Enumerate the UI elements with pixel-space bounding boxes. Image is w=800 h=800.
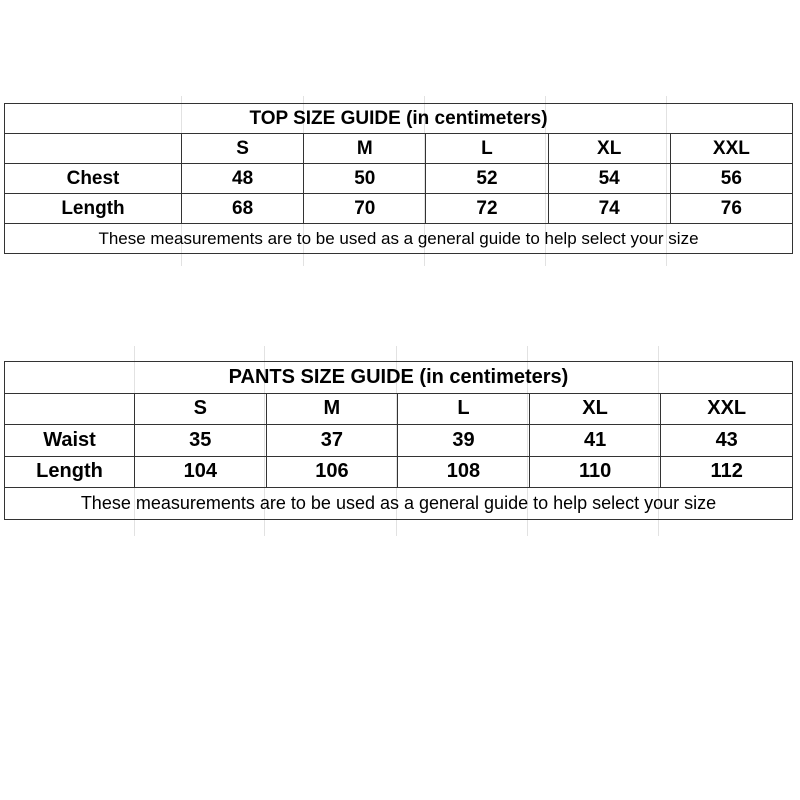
cell: 76 — [669, 193, 794, 224]
table-row: Length 104 106 108 110 112 — [4, 455, 793, 488]
table-note: These measurements are to be used as a g… — [4, 487, 793, 520]
cell: 72 — [425, 193, 549, 224]
size-header: L — [397, 392, 530, 425]
size-header: S — [180, 133, 305, 164]
table-title: PANTS SIZE GUIDE (in centimeters) — [4, 361, 793, 394]
cell: 43 — [660, 424, 793, 457]
row-label: Length — [4, 455, 135, 488]
pants-size-guide-table: PANTS SIZE GUIDE (in centimeters) S M L … — [4, 361, 793, 520]
table-note: These measurements are to be used as a g… — [4, 223, 793, 254]
header-row: S M L XL XXL — [4, 133, 794, 164]
cell: 104 — [134, 455, 267, 488]
size-header: M — [303, 133, 427, 164]
top-size-guide-table: TOP SIZE GUIDE (in centimeters) S M L XL… — [4, 103, 794, 254]
cell: 52 — [425, 163, 549, 194]
size-header: XXL — [660, 392, 793, 425]
cell: 39 — [397, 424, 530, 457]
size-header: L — [425, 133, 549, 164]
empty-cell — [4, 392, 135, 425]
cell: 41 — [528, 424, 662, 457]
table-row: Chest 48 50 52 54 56 — [4, 163, 794, 194]
cell: 54 — [547, 163, 671, 194]
cell: 37 — [265, 424, 399, 457]
empty-cell — [4, 133, 182, 164]
cell: 56 — [669, 163, 794, 194]
cell: 74 — [547, 193, 671, 224]
size-header: XL — [547, 133, 671, 164]
cell: 48 — [180, 163, 305, 194]
cell: 70 — [303, 193, 427, 224]
size-header: XL — [528, 392, 662, 425]
cell: 68 — [180, 193, 305, 224]
header-row: S M L XL XXL — [4, 392, 793, 425]
size-header: M — [265, 392, 399, 425]
table-row: Length 68 70 72 74 76 — [4, 193, 794, 224]
cell: 112 — [660, 455, 793, 488]
cell: 35 — [134, 424, 267, 457]
row-label: Waist — [4, 424, 135, 457]
size-header: S — [134, 392, 267, 425]
table-title: TOP SIZE GUIDE (in centimeters) — [4, 103, 793, 134]
cell: 50 — [303, 163, 427, 194]
cell: 108 — [397, 455, 530, 488]
size-header: XXL — [669, 133, 794, 164]
cell: 110 — [528, 455, 662, 488]
row-label: Chest — [4, 163, 182, 194]
table-row: Waist 35 37 39 41 43 — [4, 424, 793, 457]
cell: 106 — [265, 455, 399, 488]
row-label: Length — [4, 193, 182, 224]
